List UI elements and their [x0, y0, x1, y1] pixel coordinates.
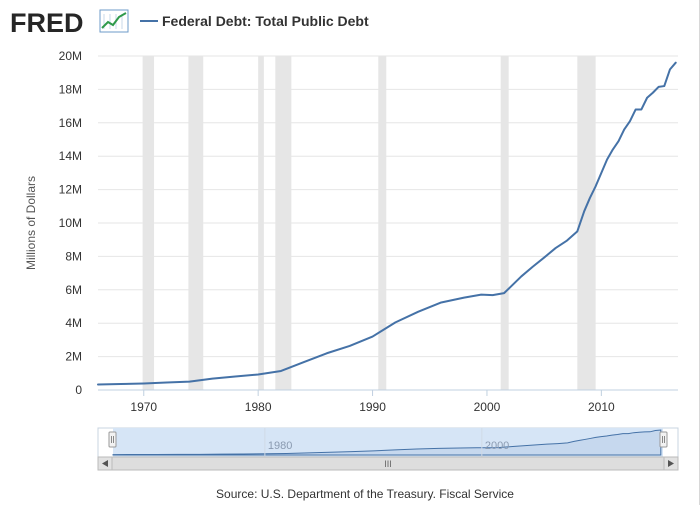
y-tick-label: 20M: [59, 49, 82, 63]
navigator-tick-label: 1980: [268, 440, 292, 452]
y-tick-label: 10M: [59, 216, 82, 230]
x-tick-label: 1970: [130, 400, 157, 414]
y-tick-label: 4M: [65, 316, 82, 330]
navigator-left-handle[interactable]: [109, 432, 116, 447]
y-tick-label: 14M: [59, 149, 82, 163]
y-tick-label: 0: [75, 383, 82, 397]
header: FRED Federal Debt: Total Public Debt: [10, 8, 369, 38]
y-tick-label: 12M: [59, 183, 82, 197]
fred-logo-graph-icon: [100, 10, 128, 32]
navigator-right-handle[interactable]: [660, 432, 667, 447]
x-tick-label: 2010: [588, 400, 615, 414]
y-tick-label: 2M: [65, 350, 82, 364]
source-note: Source: U.S. Department of the Treasury.…: [216, 487, 514, 501]
y-axis-ticks: 0 2M 4M 6M 8M 10M 12M 14M 16M 18M 20M: [59, 49, 83, 397]
y-tick-label: 16M: [59, 116, 82, 130]
y-tick-label: 6M: [65, 283, 82, 297]
plot-area: 1970 1980 1990 2000 2010 0 2M 4M 6M 8M 10M 12M 14M 1…: [24, 49, 678, 414]
x-tick-label: 2000: [474, 400, 501, 414]
x-tick-label: 1980: [245, 400, 272, 414]
x-axis-ticks: 1970 1980 1990 2000 2010: [130, 390, 615, 414]
range-navigator[interactable]: 1980 2000: [98, 428, 678, 457]
y-axis-title: Millions of Dollars: [24, 176, 38, 270]
navigator-tick-label: 2000: [485, 440, 509, 452]
fred-logo-text: FRED: [10, 8, 84, 38]
series-title[interactable]: Federal Debt: Total Public Debt: [162, 13, 369, 29]
scrollbar-grip: III: [384, 459, 392, 469]
scrollbar[interactable]: III: [98, 457, 678, 470]
y-tick-label: 18M: [59, 82, 82, 96]
y-tick-label: 8M: [65, 249, 82, 263]
x-tick-label: 1990: [359, 400, 386, 414]
